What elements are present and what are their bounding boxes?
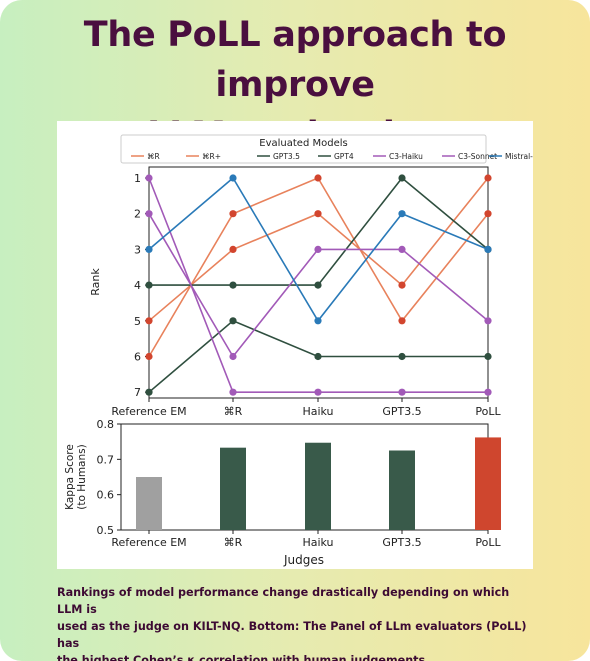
legend-label: ⌘R xyxy=(147,152,160,161)
rank-point xyxy=(484,388,492,396)
rank-point xyxy=(145,210,153,218)
kappa-bar xyxy=(475,437,501,530)
rank-xtick-label: Haiku xyxy=(302,405,333,418)
rank-point xyxy=(314,352,322,361)
rank-point xyxy=(484,317,492,325)
rank-xtick-label: GPT3.5 xyxy=(382,405,421,418)
rank-point xyxy=(145,388,153,396)
rank-point xyxy=(398,388,406,396)
caption-line-1: Rankings of model performance change dra… xyxy=(57,586,510,616)
rank-ytick-label: 3 xyxy=(134,243,141,256)
rank-point xyxy=(145,245,153,253)
rank-point xyxy=(398,210,406,218)
legend: Evaluated Models ⌘R ⌘R+ GPT3.5 GPT4 C3-Haiku… xyxy=(120,134,533,164)
rank-point xyxy=(229,281,237,289)
rank-ytick-label: 6 xyxy=(134,351,141,364)
rank-ytick-label: 1 xyxy=(134,172,141,185)
rank-ylabel: Rank xyxy=(89,268,102,296)
rank-point xyxy=(484,352,492,361)
rank-point xyxy=(145,317,153,325)
rank-point xyxy=(398,245,406,253)
rank-point xyxy=(314,317,322,325)
kappa-ylabel-unit: (to Humans) xyxy=(76,444,88,509)
rank-point xyxy=(484,174,492,182)
rank-point xyxy=(145,352,153,361)
rank-xtick-label: ⌘R xyxy=(224,405,243,418)
legend-label: ⌘R+ xyxy=(202,152,221,161)
kappa-plot-frame xyxy=(120,423,489,531)
rank-point xyxy=(229,245,237,253)
rank-chart: Rank 1 2 3 4 5 6 7 Reference EM ⌘R Haiku GPT3.5 Po… xyxy=(89,166,501,418)
title-line-1: The PoLL approach to improve xyxy=(83,15,507,105)
rank-point xyxy=(314,210,322,218)
rank-point xyxy=(484,245,492,253)
kappa-ytick-label: 0.6 xyxy=(97,489,115,502)
legend-label: Mistral-L xyxy=(505,152,533,161)
caption-line-3: the highest Cohen’s κ correlation with h… xyxy=(57,654,430,661)
legend-label: GPT3.5 xyxy=(273,152,300,161)
legend-label: C3-Sonnet xyxy=(458,152,497,161)
legend-title: Evaluated Models xyxy=(259,138,347,149)
kappa-chart: Kappa Score (to Humans) 0.5 0.6 0.7 0.8 Ref… xyxy=(64,418,501,567)
rank-xtick-label: PoLL xyxy=(475,405,501,418)
rank-point xyxy=(398,352,406,361)
kappa-xtick-label: ⌘R xyxy=(224,536,243,549)
rank-point xyxy=(229,210,237,218)
rank-ytick-label: 4 xyxy=(134,279,141,292)
rank-xtick-label: Reference EM xyxy=(111,405,186,418)
rank-point xyxy=(229,317,237,325)
legend-label: C3-Haiku xyxy=(389,152,423,161)
kappa-bar xyxy=(389,450,415,530)
figure: Evaluated Models ⌘R ⌘R+ GPT3.5 GPT4 C3-Haiku… xyxy=(57,121,533,569)
legend-box xyxy=(120,134,487,164)
rank-point xyxy=(314,281,322,289)
legend-label: GPT4 xyxy=(334,152,354,161)
kappa-xlabel: Judges xyxy=(283,553,324,567)
rank-point xyxy=(229,174,237,182)
rank-point xyxy=(229,352,237,361)
kappa-xtick-label: Reference EM xyxy=(111,536,186,549)
rank-ytick-label: 5 xyxy=(134,315,141,328)
rank-point xyxy=(398,317,406,325)
rank-point xyxy=(314,174,322,182)
rank-point xyxy=(145,281,153,289)
figure-caption: Rankings of model performance change dra… xyxy=(57,584,537,661)
rank-point xyxy=(314,245,322,253)
rank-point xyxy=(398,174,406,182)
rank-point xyxy=(229,388,237,396)
kappa-xtick-label: Haiku xyxy=(302,536,333,549)
rank-series-line xyxy=(148,176,489,357)
kappa-bar xyxy=(136,477,162,530)
rank-point xyxy=(145,174,153,182)
kappa-ytick-label: 0.7 xyxy=(97,453,115,466)
kappa-bar xyxy=(305,442,331,530)
kappa-ytick-label: 0.8 xyxy=(97,418,115,431)
rank-ytick-label: 7 xyxy=(134,386,141,399)
kappa-ylabel: Kappa Score xyxy=(64,444,76,510)
kappa-bar xyxy=(220,447,246,530)
caption-line-2: used as the judge on KILT-NQ. Bottom: Th… xyxy=(57,620,527,650)
rank-point xyxy=(398,281,406,289)
kappa-xtick-label: PoLL xyxy=(475,536,501,549)
kappa-ytick-label: 0.5 xyxy=(97,524,115,537)
rank-point xyxy=(314,388,322,396)
figure-svg: Evaluated Models ⌘R ⌘R+ GPT3.5 GPT4 C3-Haiku… xyxy=(64,134,533,567)
rank-point xyxy=(484,210,492,218)
rank-ytick-label: 2 xyxy=(134,208,141,221)
kappa-xtick-label: GPT3.5 xyxy=(382,536,421,549)
